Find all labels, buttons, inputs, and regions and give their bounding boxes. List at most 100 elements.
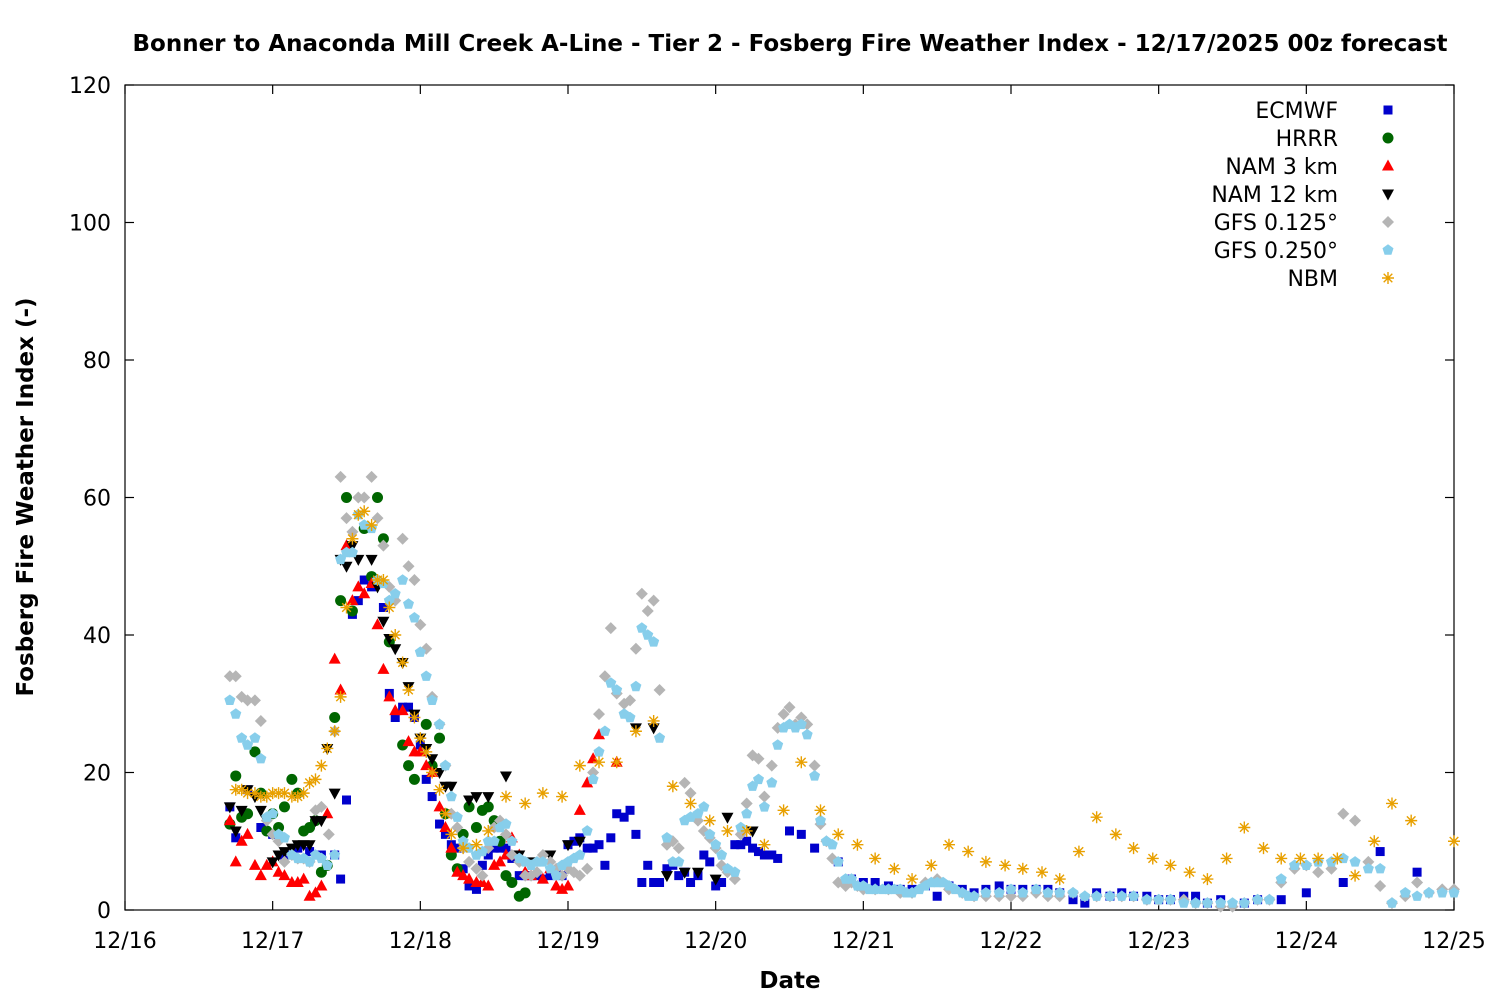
data-point-ecmwf: [753, 847, 763, 857]
data-point-ecmwf: [421, 774, 431, 784]
data-point-nam-3-km: [358, 587, 371, 599]
data-point-nam-12-km: [482, 792, 495, 804]
x-tick-label: 12/21: [832, 929, 895, 954]
y-axis-label: Fosberg Fire Weather Index (-): [13, 297, 39, 696]
data-point-nbm: [647, 714, 660, 727]
data-point-nbm: [260, 790, 273, 803]
data-point-nam-3-km: [420, 759, 433, 771]
data-point-gfs-0-250: [661, 832, 673, 843]
data-point-ecmwf: [932, 891, 942, 901]
data-point-hrrr: [372, 492, 384, 503]
data-point-gfs-0-250: [224, 694, 236, 705]
data-point-nam-3-km: [346, 594, 359, 606]
legend-label: ECMWF: [1255, 99, 1338, 124]
data-point-nam-3-km: [272, 865, 285, 877]
data-point-nbm: [499, 790, 512, 803]
data-point-gfs-0-125: [254, 714, 267, 727]
data-point-gfs-0-250: [735, 821, 747, 833]
data-point-gfs-0-250: [1042, 887, 1054, 898]
data-point-nam-3-km: [254, 869, 267, 881]
data-point-gfs-0-250: [815, 814, 826, 826]
data-point-hrrr: [286, 773, 298, 785]
data-point-nam-3-km: [371, 618, 384, 630]
data-point-hrrr: [249, 746, 261, 758]
data-point-ecmwf: [1068, 895, 1078, 905]
data-point-ecmwf: [606, 833, 616, 843]
data-point-gfs-0-250: [439, 759, 451, 771]
data-point-gfs-0-125: [278, 855, 291, 868]
data-point-hrrr: [420, 718, 432, 730]
data-point-ecmwf: [427, 792, 437, 802]
data-point-nbm: [328, 725, 341, 738]
data-point-gfs-0-125: [593, 708, 606, 721]
data-point-gfs-0-250: [1017, 887, 1029, 898]
data-point-nbm: [346, 532, 359, 545]
data-point-nbm: [340, 601, 353, 614]
data-point-nam-12-km: [303, 840, 316, 852]
data-point-ecmwf: [390, 713, 400, 722]
data-point-ecmwf: [1375, 847, 1385, 857]
data-point-nbm: [241, 787, 254, 800]
data-point-ecmwf: [686, 878, 696, 887]
data-point-hrrr: [482, 801, 494, 813]
data-point-ecmwf: [495, 843, 505, 853]
data-point-nbm: [358, 505, 371, 518]
data-point-ecmwf: [637, 878, 647, 887]
data-point-nbm: [420, 745, 433, 758]
data-point-nbm: [315, 759, 328, 772]
data-point-gfs-0-125: [581, 862, 594, 875]
data-point-ecmwf: [600, 860, 610, 870]
data-point-gfs-0-250: [1030, 883, 1042, 895]
legend-label: NAM 12 km: [1211, 183, 1338, 208]
data-point-gfs-0-125: [573, 869, 586, 882]
data-point-gfs-0-250: [636, 622, 648, 633]
data-point-nam-12-km: [229, 826, 242, 838]
data-point-nbm: [1405, 814, 1418, 827]
data-point-nam-12-km: [365, 554, 378, 566]
data-point-nbm: [291, 790, 304, 803]
data-point-gfs-0-250: [869, 883, 881, 895]
data-point-ecmwf: [643, 860, 653, 870]
data-point-gfs-0-250: [605, 677, 617, 688]
data-point-nbm: [1448, 835, 1460, 848]
legend-marker-gfs-0-125: [1382, 216, 1394, 228]
data-point-gfs-0-250: [389, 588, 401, 599]
data-point-gfs-0-125: [629, 642, 642, 655]
data-point-nam-3-km: [260, 858, 273, 870]
data-point-gfs-0-250: [550, 869, 562, 881]
data-point-gfs-0-250: [801, 728, 813, 740]
data-point-gfs-0-125: [758, 790, 771, 803]
data-point-nam-12-km: [340, 561, 353, 573]
data-point-gfs-0-250: [587, 773, 599, 785]
data-point-hrrr: [230, 770, 242, 782]
data-point-nbm: [309, 773, 322, 786]
data-point-nbm: [297, 787, 310, 800]
data-point-nam-3-km: [433, 800, 446, 812]
data-point-ecmwf: [569, 836, 579, 846]
data-point-nam-12-km: [235, 805, 248, 817]
legend-marker-ecmwf: [1383, 105, 1393, 115]
data-point-gfs-0-125: [647, 594, 660, 607]
data-point-gfs-0-125: [653, 684, 666, 696]
x-tick-label: 12/24: [1275, 929, 1338, 954]
data-point-nam-12-km: [278, 847, 291, 859]
x-tick-label: 12/20: [684, 929, 747, 954]
data-point-nam-3-km: [377, 662, 390, 674]
data-point-gfs-0-250: [753, 773, 764, 785]
data-point-gfs-0-250: [710, 838, 722, 850]
data-point-gfs-0-250: [346, 546, 358, 558]
data-point-gfs-0-125: [635, 587, 648, 600]
data-point-ecmwf: [785, 826, 794, 836]
data-point-nam-12-km: [346, 541, 359, 553]
data-point-nbm: [334, 690, 347, 703]
data-point-ecmwf: [464, 881, 474, 891]
data-point-gfs-0-250: [809, 770, 821, 781]
data-point-nbm: [1090, 811, 1103, 824]
data-point-gfs-0-125: [783, 701, 796, 714]
data-point-gfs-0-250: [544, 863, 556, 874]
x-axis: 12/16 12/17 12/18 12/19 12/20 12/21 12/22 12/23…: [93, 85, 1486, 954]
legend-label: GFS 0.125°: [1214, 211, 1338, 236]
data-point-nam-12-km: [315, 816, 328, 828]
data-point-hrrr: [273, 822, 285, 833]
